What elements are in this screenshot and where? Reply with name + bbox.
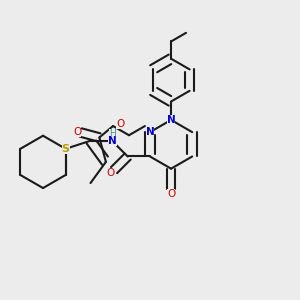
Text: N: N	[146, 127, 154, 137]
Text: S: S	[62, 144, 70, 154]
Text: O: O	[73, 128, 81, 137]
Text: H: H	[110, 129, 116, 138]
Text: O: O	[106, 167, 115, 178]
Text: O: O	[167, 189, 175, 199]
Text: N: N	[167, 115, 176, 125]
Text: N: N	[108, 136, 117, 146]
Text: O: O	[116, 119, 124, 129]
